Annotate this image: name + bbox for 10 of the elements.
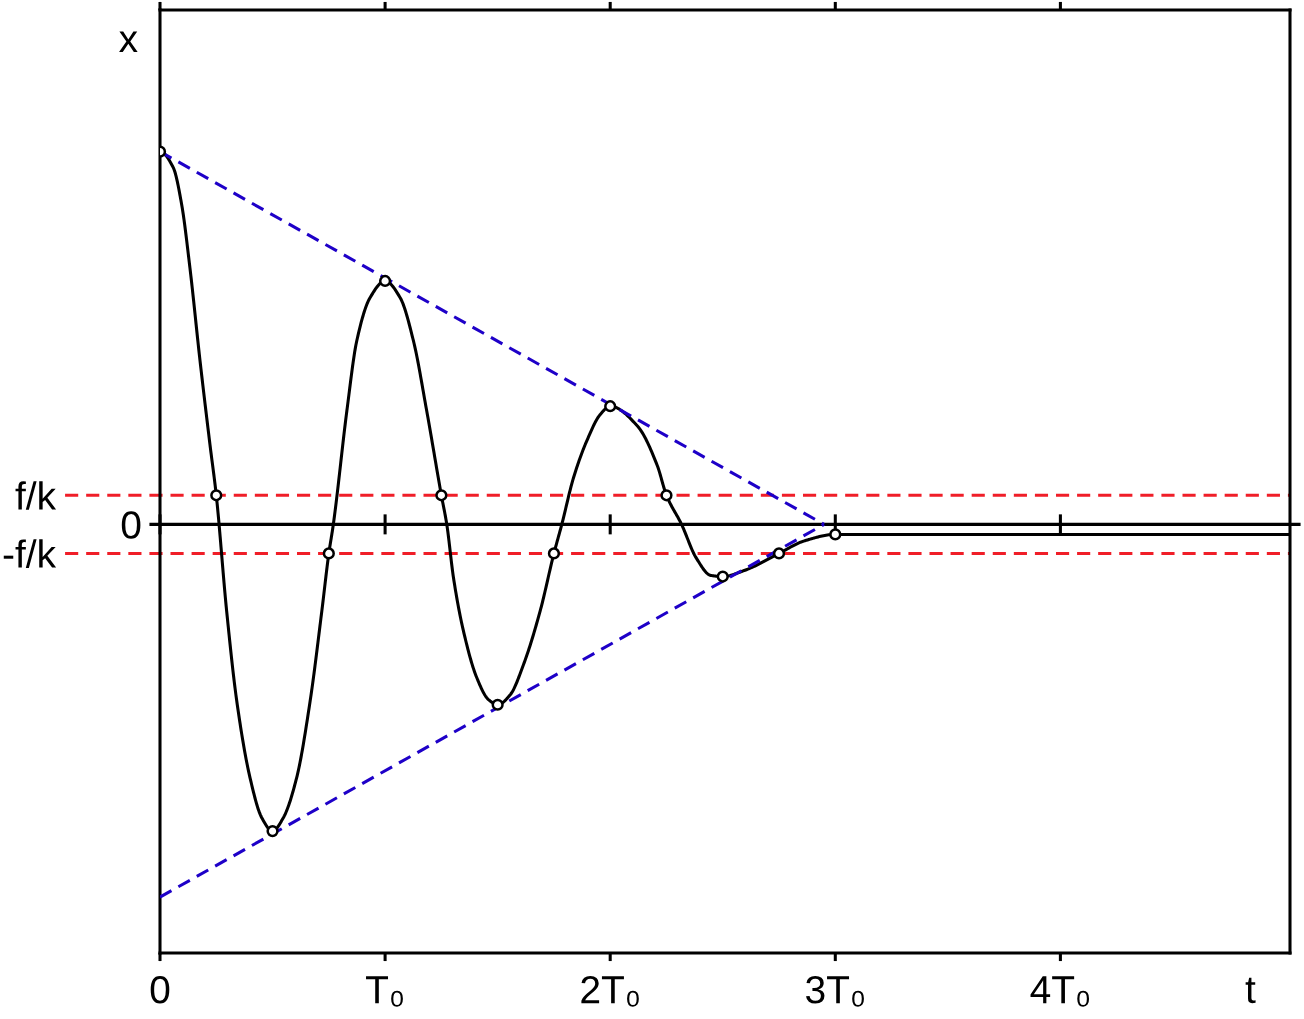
ref-line-label: 0: [121, 511, 141, 539]
x-tick-label: 0: [150, 975, 170, 1004]
x-tick-label: 4T₀: [1030, 976, 1090, 1007]
x-tick-label: 3T₀: [806, 975, 864, 1007]
x-tick-label: T₀: [366, 976, 403, 1007]
x-axis-title: t: [1245, 977, 1256, 1004]
ref-line-label: -f/k: [3, 539, 57, 568]
ref-line-label: f/k: [15, 481, 57, 510]
y-axis-title: x: [119, 31, 138, 53]
x-tick-label: 2T₀: [581, 975, 639, 1007]
